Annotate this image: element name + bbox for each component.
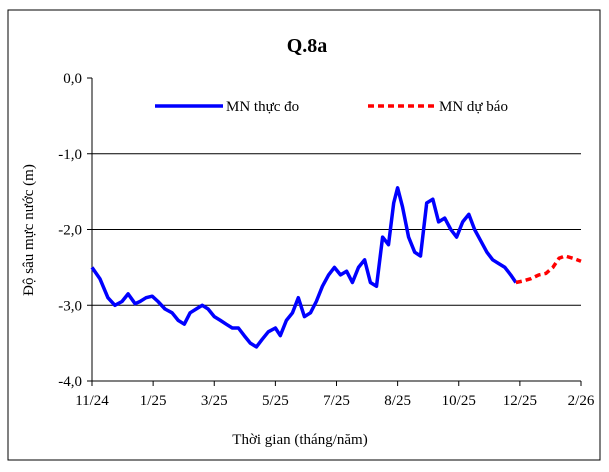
chart-title: Q.8a: [287, 35, 328, 57]
y-tick-label: -3,0: [58, 298, 82, 314]
y-tick-label: -1,0: [58, 147, 82, 163]
y-tick-label: -4,0: [58, 374, 82, 390]
chart-frame: [7, 9, 601, 461]
y-tick-label: 0,0: [63, 71, 82, 87]
data-line: [90, 186, 518, 349]
x-tick-label: 8/25: [384, 393, 411, 409]
x-tick-label: 7/25: [323, 393, 350, 409]
x-tick-label: 3/25: [201, 393, 228, 409]
x-tick-label: 1/25: [140, 393, 167, 409]
y-tick-label: -2,0: [58, 223, 82, 239]
x-tick-label: 10/25: [442, 393, 476, 409]
legend-label: MN dự báo: [439, 99, 508, 115]
x-tick-label: 2/26: [568, 393, 595, 409]
x-axis-label: Thời gian (tháng/năm): [232, 432, 367, 448]
x-tick-label: 5/25: [262, 393, 289, 409]
legend-label: MN thực đo: [226, 99, 299, 115]
y-axis-label: Độ sâu mực nước (m): [21, 164, 37, 296]
x-tick-label: 11/24: [75, 393, 109, 409]
data-line: [515, 254, 582, 285]
x-tick-label: 12/25: [503, 393, 537, 409]
